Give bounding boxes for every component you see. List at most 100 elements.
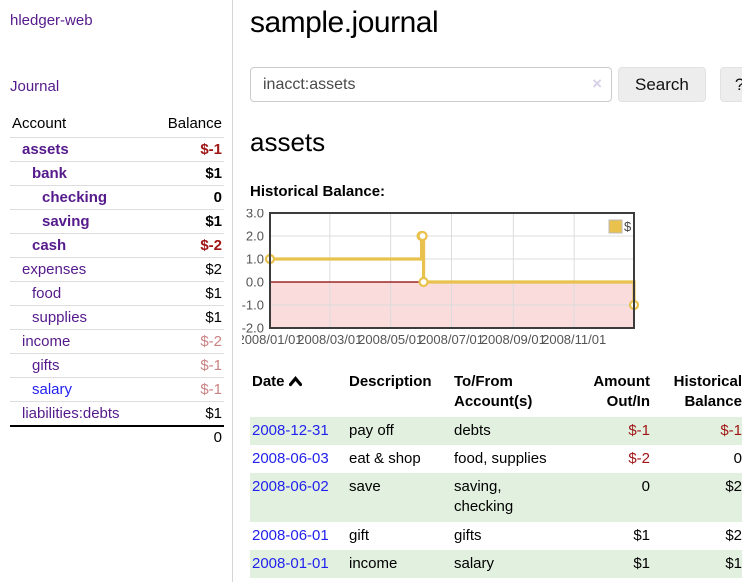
account-link-liabilities-debts[interactable]: liabilities:debts	[22, 405, 120, 422]
account-column-header: Account	[12, 115, 67, 132]
register-row: 2008-06-02 save saving, checking 0 $2	[250, 473, 742, 522]
account-link-salary[interactable]: salary	[32, 381, 73, 398]
y-axis-tick-label: 1.0	[246, 252, 264, 267]
sidebar-account-row: gifts $-1	[10, 353, 224, 377]
y-axis-tick-label: 3.0	[246, 209, 264, 221]
sidebar-total-row: 0	[10, 425, 224, 446]
account-balance: $1	[205, 165, 222, 182]
historical-balance-cell: $-1	[652, 417, 742, 445]
tofrom-accounts-cell: food, supplies	[454, 449, 547, 467]
sidebar-account-row: income $-2	[10, 329, 224, 353]
page-title: sample.journal	[250, 6, 439, 39]
date-header-label: Date	[252, 373, 285, 390]
historical-balance-value: 0	[733, 449, 742, 467]
register-row: 2008-01-01 income salary $1 $1	[250, 549, 742, 578]
amount-cell: $-1	[580, 417, 652, 445]
y-axis-tick-label: -1.0	[242, 298, 264, 313]
sidebar-account-row: bank $1	[10, 161, 224, 185]
data-point-marker	[417, 230, 428, 242]
account-balance: 0	[213, 189, 222, 206]
amount-column-header: Amount Out/In	[593, 373, 650, 411]
description-cell: pay off	[349, 421, 394, 439]
date-cell: 2008-06-03	[250, 445, 347, 473]
tofrom-column-header: To/From Account(s)	[454, 373, 533, 411]
plot-border	[269, 212, 635, 329]
sidebar-account-table-header: Account Balance	[10, 112, 224, 137]
account-balance: $-1	[200, 141, 222, 158]
y-axis-tick-label: 2.0	[246, 229, 264, 244]
account-link-gifts[interactable]: gifts	[32, 357, 60, 374]
x-axis-tick-label: 2008/03/01	[297, 332, 362, 347]
date-column-header[interactable]: Date	[250, 370, 347, 417]
search-button[interactable]: Search	[618, 67, 706, 102]
amount-value: 0	[641, 478, 650, 495]
account-link-supplies[interactable]: supplies	[32, 309, 88, 326]
transaction-date-link[interactable]: 2008-06-03	[252, 449, 329, 467]
transaction-date-link[interactable]: 2008-01-01	[252, 554, 329, 572]
date-cell: 2008-06-01	[250, 522, 347, 550]
transaction-date-link[interactable]: 2008-12-31	[252, 421, 329, 439]
sidebar-account-row: assets $-1	[10, 137, 224, 161]
transaction-date-link[interactable]: 2008-06-01	[252, 526, 329, 544]
description-cell: save	[349, 478, 381, 495]
account-balance: $1	[205, 309, 222, 326]
app-title-link[interactable]: hledger-web	[10, 12, 93, 29]
description-cell: income	[349, 554, 398, 572]
account-link-cash[interactable]: cash	[32, 237, 67, 254]
register-row: 2008-06-03 eat & shop food, supplies $-2 0	[250, 445, 742, 473]
register-table: Date Description To/From Account(s) Amou…	[250, 370, 742, 578]
account-link-income[interactable]: income	[22, 333, 71, 350]
x-axis-tick-label: 2008/07/01	[419, 332, 484, 347]
historical-balance-cell: $2	[652, 473, 742, 522]
account-balance: $-1	[200, 357, 222, 374]
x-axis-tick-label: 2008/09/01	[481, 332, 546, 347]
tofrom-accounts-cell: gifts	[454, 526, 482, 544]
balance-column-header: Balance	[167, 115, 222, 132]
tofrom-accounts-cell: saving, checking	[454, 478, 514, 516]
amount-value: $1	[633, 526, 650, 544]
account-balance: $1	[205, 213, 222, 230]
account-link-expenses[interactable]: expenses	[22, 261, 87, 278]
search-input[interactable]	[250, 67, 612, 102]
historical-column-header: Historical Balance	[673, 373, 742, 411]
sidebar-account-rows: assets $-1 bank $1 checking 0 saving $1 cash $-2 e…	[10, 137, 224, 425]
historical-balance-cell: $1	[652, 550, 742, 578]
search-bar: × Search ?	[250, 67, 742, 102]
account-link-checking[interactable]: checking	[42, 189, 108, 206]
help-button[interactable]: ?	[719, 67, 742, 102]
y-axis-tick-label: 0.0	[246, 275, 264, 290]
sidebar-account-row: liabilities:debts $1	[10, 401, 224, 425]
transaction-date-link[interactable]: 2008-06-02	[252, 478, 329, 495]
sidebar-item-journal[interactable]: Journal	[10, 78, 60, 95]
data-point-marker	[418, 276, 429, 288]
sidebar-account-row: supplies $1	[10, 305, 224, 329]
description-column-header: Description	[349, 373, 432, 390]
y-axis-tick-label: -2.0	[242, 321, 264, 336]
account-balance: $1	[205, 405, 222, 422]
sidebar-account-row: saving $1	[10, 209, 224, 233]
amount-cell: $-2	[580, 445, 652, 473]
amount-value: $1	[633, 554, 650, 572]
historical-balance-cell: $2	[652, 522, 742, 550]
sidebar-total-balance: 0	[213, 429, 222, 446]
account-balance: $-2	[200, 333, 222, 350]
sidebar: hledger-web Journal Account Balance asse…	[0, 0, 233, 582]
description-cell: eat & shop	[349, 449, 421, 467]
clear-search-icon[interactable]: ×	[592, 74, 602, 93]
account-link-assets[interactable]: assets	[22, 141, 69, 158]
description-cell: gift	[349, 526, 370, 544]
sidebar-account-row: checking 0	[10, 185, 224, 209]
account-balance: $1	[205, 285, 222, 302]
main-content: sample.journal × Search ? assets Histori…	[233, 0, 742, 582]
historical-balance-cell: 0	[652, 445, 742, 473]
account-link-bank[interactable]: bank	[32, 165, 68, 182]
sidebar-account-table: Account Balance assets $-1 bank $1 checking 0…	[10, 112, 224, 446]
account-link-food[interactable]: food	[32, 285, 62, 302]
date-cell: 2008-06-02	[250, 473, 347, 522]
register-row: 2008-06-01 gift gifts $1 $2	[250, 522, 742, 550]
account-link-saving[interactable]: saving	[42, 213, 90, 230]
account-balance: $-1	[200, 381, 222, 398]
register-header-row: Date Description To/From Account(s) Amou…	[250, 370, 742, 417]
historical-balance-chart: $3.0 2.0 1.0 0.0 -1.0 -2.0 2008/01/01 2008/03/0…	[237, 206, 742, 356]
x-axis-tick-label: 2008/01/01	[242, 332, 303, 347]
